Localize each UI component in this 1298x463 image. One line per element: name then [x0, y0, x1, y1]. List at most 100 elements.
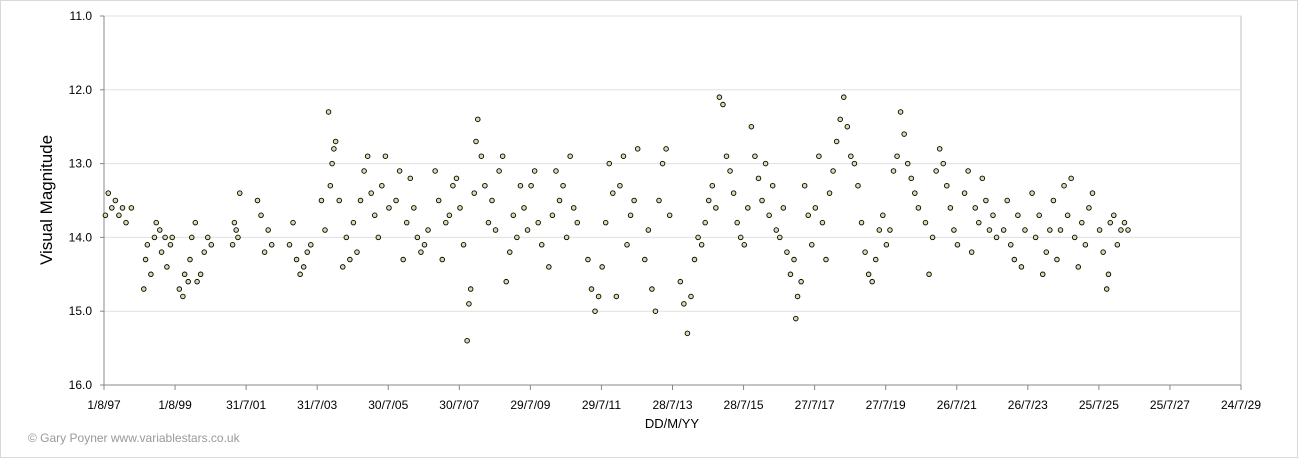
data-point [499, 153, 506, 159]
data-point [645, 227, 652, 233]
data-point [933, 168, 939, 174]
data-point [489, 197, 495, 204]
data-point [414, 234, 421, 241]
data-point [986, 227, 993, 233]
data-point [766, 212, 772, 219]
data-point [855, 182, 861, 189]
data-point [741, 242, 748, 248]
data-point [128, 205, 135, 211]
data-point [901, 131, 907, 137]
data-point [563, 234, 570, 241]
data-point [1008, 242, 1014, 248]
data-point [816, 153, 822, 159]
data-point [858, 219, 865, 226]
data-point [730, 190, 737, 196]
data-point [507, 249, 513, 255]
data-point [1029, 190, 1035, 196]
data-point [830, 168, 836, 174]
data-point [677, 278, 684, 285]
data-point [421, 242, 428, 248]
data-point [652, 308, 659, 314]
data-point [784, 249, 790, 255]
data-point [993, 234, 1000, 241]
data-point [396, 168, 403, 174]
data-point [922, 219, 929, 226]
data-point [1075, 264, 1082, 270]
data-point [631, 197, 637, 204]
data-point [386, 205, 392, 211]
data-point [361, 168, 367, 174]
data-point [535, 219, 541, 226]
data-point [791, 256, 797, 263]
data-point [318, 197, 325, 204]
x-tick-label: 26/7/21 [937, 398, 977, 412]
data-point [851, 160, 858, 167]
data-point [961, 190, 968, 196]
data-point [1105, 271, 1112, 278]
data-point [425, 227, 431, 233]
data-point [869, 278, 875, 285]
data-point [951, 227, 957, 233]
data-point [1125, 227, 1131, 233]
data-point [890, 168, 897, 174]
data-point [189, 234, 195, 241]
data-point [144, 242, 151, 248]
data-point [553, 168, 559, 174]
data-point [872, 256, 879, 263]
data-point [709, 182, 716, 189]
data-point [1050, 197, 1057, 204]
data-point [567, 153, 573, 159]
data-point [1114, 242, 1121, 248]
data-point [231, 219, 238, 226]
data-point [464, 337, 470, 344]
y-axis-title: Visual Magnitude [37, 135, 56, 265]
data-point [908, 175, 915, 182]
data-point [123, 219, 129, 226]
data-point [979, 175, 986, 182]
data-point [1043, 249, 1050, 255]
data-point [181, 271, 188, 278]
x-tick-label: 1/8/99 [158, 398, 192, 412]
data-point [153, 219, 159, 226]
data-point [762, 160, 769, 167]
data-point [695, 234, 701, 241]
data-point [823, 256, 829, 263]
data-point [236, 190, 243, 196]
data-point [837, 116, 843, 123]
x-tick-label: 27/7/17 [795, 398, 835, 412]
data-point [116, 212, 122, 219]
data-point [265, 227, 271, 233]
data-point [304, 249, 310, 255]
data-point [524, 227, 531, 233]
x-tick-label: 30/7/07 [439, 398, 479, 412]
data-point [848, 153, 854, 159]
data-point [331, 146, 337, 152]
data-point [826, 190, 833, 196]
data-point [912, 190, 918, 196]
y-tick-label: 13.0 [69, 157, 93, 171]
y-tick-label: 11.0 [70, 9, 93, 23]
data-point [780, 205, 787, 211]
data-point [947, 205, 954, 211]
data-point [1121, 219, 1128, 226]
data-point [592, 308, 598, 314]
data-point [887, 227, 893, 233]
data-point [1096, 227, 1103, 233]
data-point [176, 286, 183, 292]
y-tick-label: 16.0 [69, 378, 93, 392]
data-point [167, 242, 174, 248]
data-point [325, 109, 332, 115]
data-point [457, 205, 463, 211]
data-point [759, 197, 765, 204]
data-point [798, 278, 804, 285]
data-point [185, 278, 191, 285]
data-point [233, 227, 239, 233]
data-point [549, 212, 556, 219]
data-point [1057, 227, 1064, 233]
data-point [375, 234, 382, 241]
data-point [164, 264, 170, 270]
data-point [737, 234, 744, 241]
data-point [201, 249, 207, 255]
data-point [705, 197, 712, 204]
data-point [475, 116, 481, 123]
